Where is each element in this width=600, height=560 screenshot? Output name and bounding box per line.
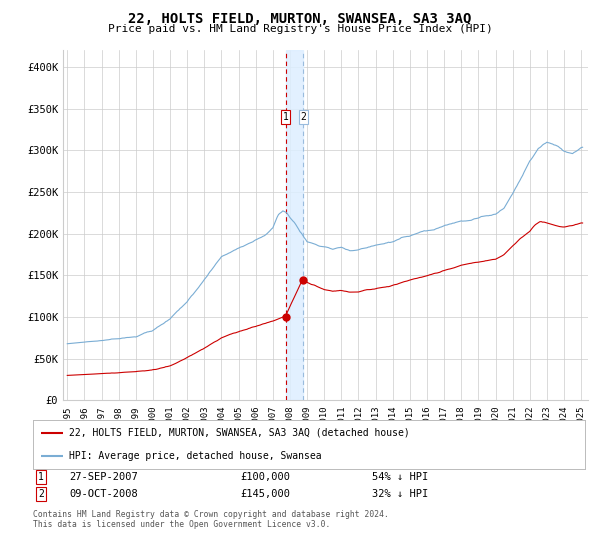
Text: 1: 1 [38,472,44,482]
Text: 22, HOLTS FIELD, MURTON, SWANSEA, SA3 3AQ: 22, HOLTS FIELD, MURTON, SWANSEA, SA3 3A… [128,12,472,26]
Text: Price paid vs. HM Land Registry's House Price Index (HPI): Price paid vs. HM Land Registry's House … [107,24,493,34]
Text: HPI: Average price, detached house, Swansea: HPI: Average price, detached house, Swan… [69,451,322,461]
Bar [286,50,304,400]
Text: 09-OCT-2008: 09-OCT-2008 [69,489,138,499]
Text: £145,000: £145,000 [240,489,290,499]
Text: 27-SEP-2007: 27-SEP-2007 [69,472,138,482]
Text: Contains HM Land Registry data © Crown copyright and database right 2024.
This d: Contains HM Land Registry data © Crown c… [33,510,389,529]
Text: 32% ↓ HPI: 32% ↓ HPI [372,489,428,499]
Text: 2: 2 [301,112,306,122]
Text: 2: 2 [38,489,44,499]
Text: £100,000: £100,000 [240,472,290,482]
Text: 22, HOLTS FIELD, MURTON, SWANSEA, SA3 3AQ (detached house): 22, HOLTS FIELD, MURTON, SWANSEA, SA3 3A… [69,428,410,438]
Text: 1: 1 [283,112,289,122]
Text: 54% ↓ HPI: 54% ↓ HPI [372,472,428,482]
